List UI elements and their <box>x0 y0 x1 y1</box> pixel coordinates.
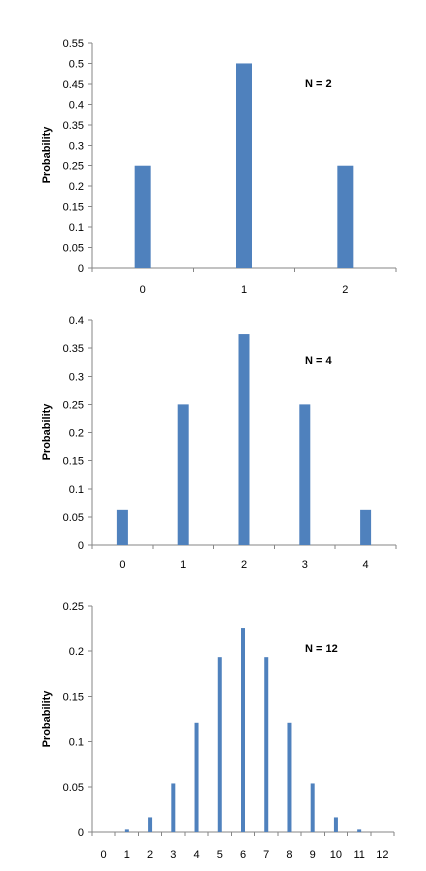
bar <box>236 63 252 268</box>
y-tick-label: 0.25 <box>63 161 84 173</box>
x-tick-label: 3 <box>170 849 176 861</box>
y-tick-label: 0.25 <box>63 399 84 411</box>
bar <box>134 165 151 268</box>
y-tick-label: 0.05 <box>63 782 84 794</box>
sample-size-annotation: N = 2 <box>305 78 332 90</box>
bar <box>337 165 354 268</box>
x-tick-label: 4 <box>363 559 369 571</box>
x-tick-label: 6 <box>240 849 246 861</box>
y-tick-label: 0.35 <box>63 343 84 355</box>
y-tick-label: 0.35 <box>63 120 84 132</box>
bar <box>360 509 372 545</box>
x-tick-label: 10 <box>330 849 342 861</box>
x-tick-label: 4 <box>193 849 199 861</box>
bar <box>310 783 315 832</box>
sample-size-annotation: N = 12 <box>305 643 338 655</box>
y-axis-title: Probability <box>41 403 53 461</box>
y-tick-label: 0.1 <box>69 484 84 496</box>
y-tick-label: 0.25 <box>63 601 84 613</box>
bar <box>333 817 338 832</box>
bar <box>299 404 311 545</box>
y-tick-label: 0.45 <box>63 79 84 91</box>
y-tick-label: 0.05 <box>63 512 84 524</box>
y-tick-label: 0.1 <box>69 222 84 234</box>
x-tick-label: 12 <box>376 849 388 861</box>
y-tick-label: 0.55 <box>63 38 84 50</box>
y-tick-label: 0.2 <box>69 181 84 193</box>
x-tick-label: 7 <box>263 849 269 861</box>
y-tick-label: 0.3 <box>69 371 84 383</box>
y-axis-title: Probability <box>41 126 53 184</box>
x-tick-label: 1 <box>124 849 130 861</box>
y-tick-label: 0.1 <box>69 737 84 749</box>
chart-n2: 0 0.05 0.1 0.15 0.2 0.25 0.3 0.35 0.4 0.45 0.5 0.55… <box>41 38 397 296</box>
y-tick-label: 0.4 <box>69 99 84 111</box>
x-tick-label: 1 <box>180 559 186 571</box>
bar <box>264 657 269 832</box>
sample-size-annotation: N = 4 <box>305 355 332 367</box>
x-tick-label: 8 <box>286 849 292 861</box>
y-tick-label: 0.15 <box>63 202 84 214</box>
y-axis-title: Probability <box>41 690 53 748</box>
y-tick-label: 0.5 <box>69 58 84 70</box>
x-tick-label: 2 <box>342 284 348 296</box>
y-tick-label: 0.05 <box>63 243 84 255</box>
bar <box>148 817 153 832</box>
y-tick-label: 0 <box>78 540 84 552</box>
bar <box>357 829 362 832</box>
bar <box>116 509 128 545</box>
x-tick-label: 1 <box>241 284 247 296</box>
bar <box>124 829 129 832</box>
y-tick-label: 0.4 <box>69 315 84 327</box>
y-tick-label: 0.15 <box>63 456 84 468</box>
x-tick-label: 0 <box>101 849 107 861</box>
chart-n4: 0 0.05 0.1 0.15 0.2 0.25 0.3 0.35 0.4 0 1 2 3 4 Probab… <box>41 315 397 571</box>
y-tick-label: 0.2 <box>69 428 84 440</box>
bar <box>171 783 176 832</box>
x-tick-label: 2 <box>147 849 153 861</box>
x-tick-label: 9 <box>310 849 316 861</box>
bar <box>217 657 222 832</box>
y-tick-label: 0.2 <box>69 646 84 658</box>
x-tick-label: 5 <box>217 849 223 861</box>
y-tick-label: 0 <box>78 263 84 275</box>
bar <box>287 722 292 832</box>
y-tick-label: 0.3 <box>69 140 84 152</box>
x-tick-label: 0 <box>119 559 125 571</box>
bar <box>238 334 250 545</box>
y-tick-label: 0.15 <box>63 691 84 703</box>
bar <box>177 404 189 545</box>
x-tick-label: 0 <box>140 284 146 296</box>
x-tick-label: 11 <box>353 849 364 861</box>
y-tick-label: 0 <box>78 827 84 839</box>
bar <box>241 628 245 832</box>
x-tick-label: 3 <box>302 559 308 571</box>
x-tick-label: 2 <box>241 559 247 571</box>
chart-n12: 00.050.10.150.20.250 1 2 3 4 5 6 7 8 9 10 11 12Proba… <box>41 601 395 861</box>
bar <box>194 722 199 832</box>
